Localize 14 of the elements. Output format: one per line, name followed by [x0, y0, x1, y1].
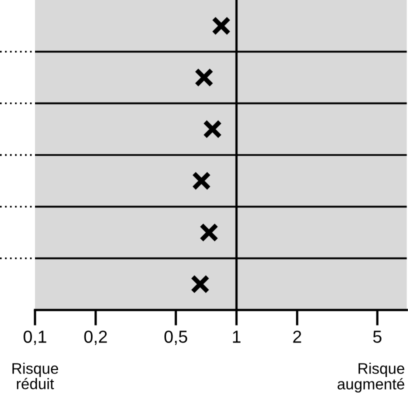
point	[194, 68, 214, 88]
x-tick-label: 5	[373, 330, 382, 343]
point	[199, 222, 218, 242]
point	[202, 120, 222, 139]
x-tick-label: 0,2	[84, 330, 107, 345]
x-tick-label: 0,1	[24, 330, 46, 345]
x-tick-label: 0,5	[164, 330, 188, 345]
point	[192, 171, 211, 190]
x-tick-label: 1	[232, 330, 240, 343]
x-tick-label: 2	[293, 330, 302, 343]
point	[212, 16, 231, 36]
text: Risque réduit	[12, 362, 58, 390]
text: Risque augmenté	[338, 362, 404, 392]
point	[190, 274, 210, 294]
